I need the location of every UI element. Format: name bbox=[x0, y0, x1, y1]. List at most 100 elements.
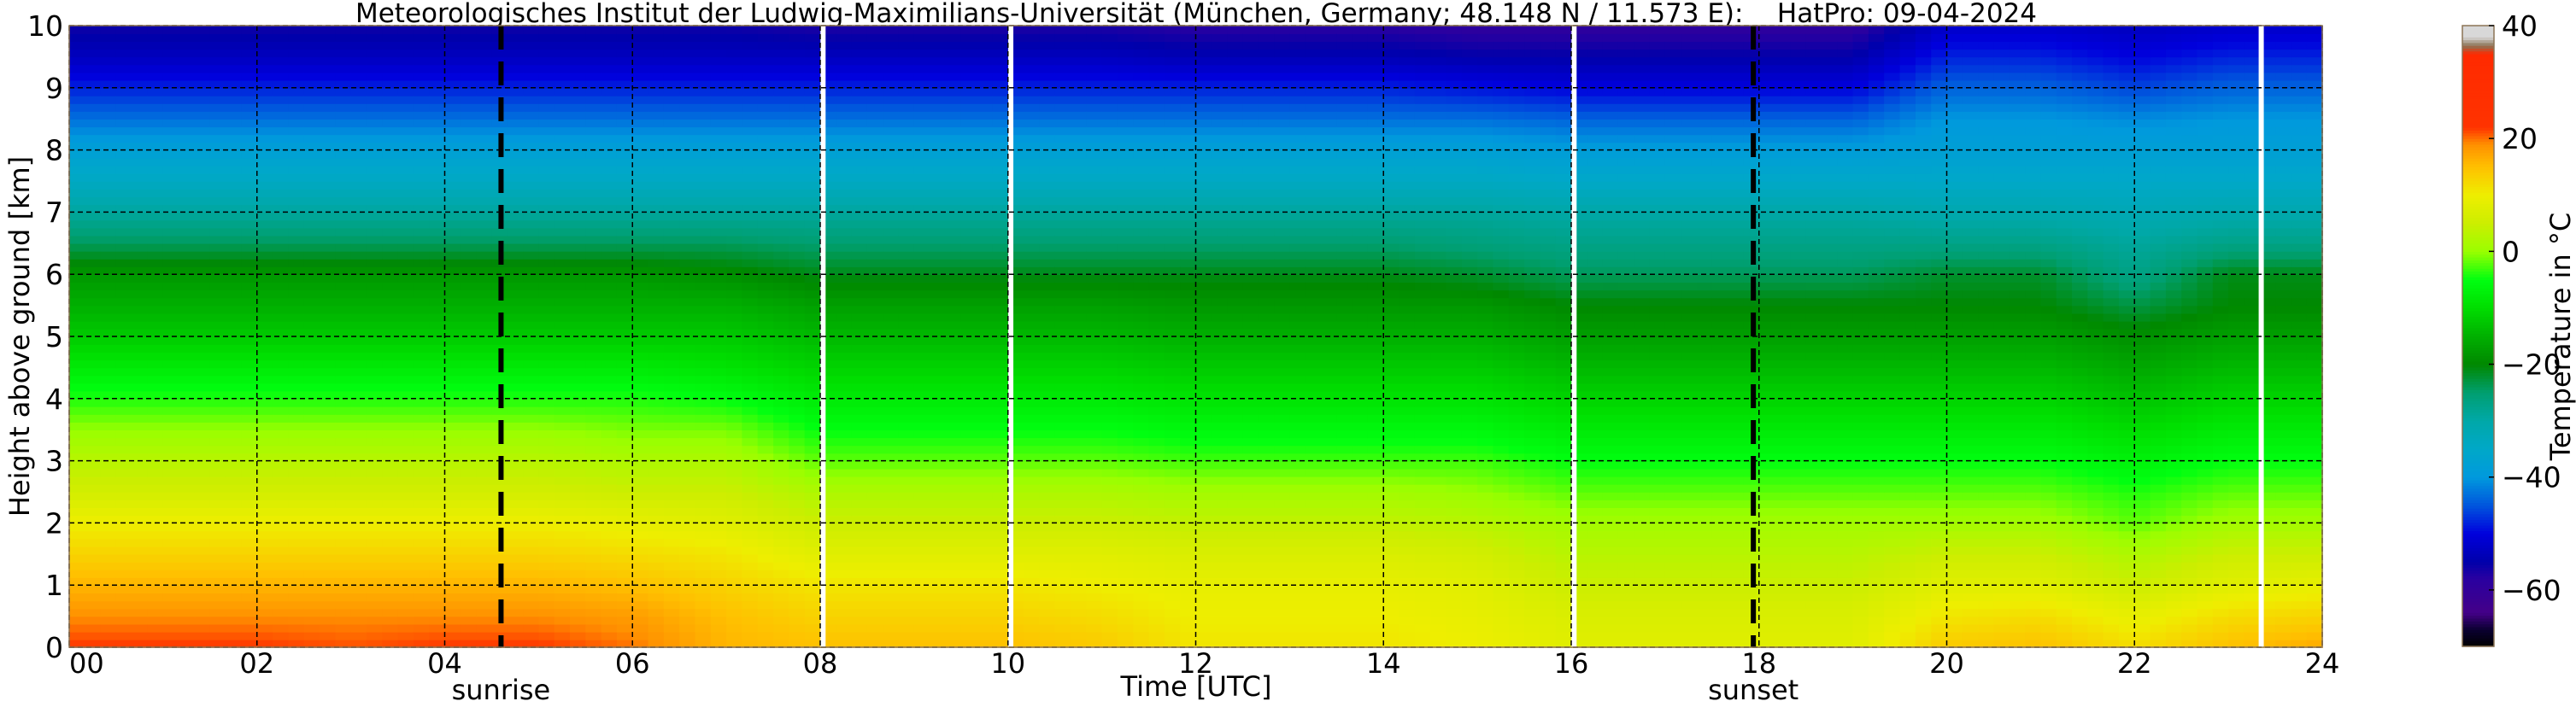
heatmap-cell bbox=[632, 460, 649, 470]
heatmap-cell bbox=[115, 593, 132, 602]
heatmap-cell bbox=[69, 103, 86, 112]
heatmap-cell bbox=[883, 352, 900, 361]
heatmap-cell bbox=[663, 492, 680, 500]
heatmap-cell bbox=[632, 336, 649, 345]
heatmap-cell bbox=[538, 126, 555, 136]
heatmap-cell bbox=[601, 149, 618, 159]
heatmap-cell bbox=[397, 453, 414, 462]
heatmap-cell bbox=[570, 72, 587, 81]
heatmap-cell bbox=[789, 492, 806, 500]
heatmap-cell bbox=[695, 172, 712, 182]
heatmap-cell bbox=[147, 196, 164, 206]
heatmap-cell bbox=[132, 460, 149, 470]
heatmap-cell bbox=[476, 570, 493, 578]
heatmap-cell bbox=[397, 546, 414, 555]
heatmap-cell bbox=[320, 149, 337, 159]
heatmap-cell bbox=[585, 414, 602, 423]
heatmap-cell bbox=[85, 305, 102, 314]
heatmap-cell bbox=[789, 600, 806, 610]
heatmap-cell bbox=[679, 561, 696, 570]
heatmap-cell bbox=[413, 282, 430, 291]
heatmap-cell bbox=[570, 49, 587, 58]
heatmap-cell bbox=[648, 49, 665, 58]
heatmap-cell bbox=[273, 266, 290, 275]
heatmap-cell bbox=[1086, 515, 1103, 524]
heatmap-cell bbox=[538, 639, 555, 648]
heatmap-cell bbox=[194, 165, 211, 174]
heatmap-cell bbox=[69, 492, 86, 500]
heatmap-cell bbox=[913, 375, 930, 384]
heatmap-cell bbox=[523, 414, 540, 423]
heatmap-cell bbox=[256, 390, 273, 400]
heatmap-cell bbox=[820, 282, 837, 291]
heatmap-cell bbox=[679, 352, 696, 361]
heatmap-cell bbox=[100, 492, 117, 500]
heatmap-cell bbox=[288, 282, 305, 291]
heatmap-cell bbox=[866, 523, 883, 532]
heatmap-cell bbox=[851, 585, 868, 594]
heatmap-cell bbox=[303, 344, 320, 353]
heatmap-cell bbox=[288, 305, 305, 314]
heatmap-cell bbox=[507, 593, 524, 602]
heatmap-cell bbox=[773, 79, 790, 89]
heatmap-cell bbox=[773, 64, 790, 73]
heatmap-cell bbox=[742, 437, 759, 447]
heatmap-cell bbox=[85, 414, 102, 423]
heatmap-cell bbox=[836, 570, 853, 578]
heatmap-cell bbox=[585, 460, 602, 470]
heatmap-cell bbox=[960, 259, 977, 267]
heatmap-cell bbox=[226, 530, 243, 540]
heatmap-cell bbox=[773, 523, 790, 532]
heatmap-cell bbox=[632, 165, 649, 174]
heatmap-cell bbox=[836, 344, 853, 353]
heatmap-cell bbox=[585, 600, 602, 610]
heatmap-cell bbox=[538, 313, 555, 322]
heatmap-cell bbox=[194, 445, 211, 454]
heatmap-cell bbox=[538, 172, 555, 182]
heatmap-cell bbox=[836, 305, 853, 314]
heatmap-cell bbox=[977, 328, 994, 337]
heatmap-cell bbox=[866, 103, 883, 112]
heatmap-cell bbox=[992, 103, 1009, 112]
heatmap-cell bbox=[570, 172, 587, 182]
heatmap-cell bbox=[601, 406, 618, 415]
heatmap-cell bbox=[366, 631, 383, 640]
heatmap-cell bbox=[147, 383, 164, 392]
heatmap-cell bbox=[523, 242, 540, 252]
heatmap-cell bbox=[804, 204, 821, 213]
heatmap-cell bbox=[335, 453, 352, 462]
heatmap-cell bbox=[742, 507, 759, 517]
heatmap-cell bbox=[523, 189, 540, 197]
heatmap-cell bbox=[913, 219, 930, 229]
heatmap-cell bbox=[898, 250, 915, 260]
heatmap-cell bbox=[570, 328, 587, 337]
heatmap-cell bbox=[1054, 593, 1071, 602]
heatmap-cell bbox=[132, 398, 149, 407]
heatmap-cell bbox=[866, 189, 883, 197]
heatmap-cell bbox=[710, 282, 727, 291]
heatmap-cell bbox=[256, 344, 273, 353]
heatmap-cell bbox=[444, 126, 461, 136]
heatmap-cell bbox=[226, 41, 243, 50]
heatmap-cell bbox=[789, 41, 806, 50]
heatmap-cell bbox=[898, 608, 915, 617]
heatmap-cell bbox=[523, 553, 540, 563]
heatmap-cell bbox=[866, 196, 883, 206]
heatmap-cell bbox=[366, 289, 383, 299]
heatmap-cell bbox=[132, 429, 149, 439]
heatmap-cell bbox=[241, 585, 258, 594]
heatmap-cell bbox=[179, 134, 196, 143]
heatmap-cell bbox=[930, 429, 947, 439]
heatmap-cell bbox=[115, 398, 132, 407]
heatmap-cell bbox=[992, 538, 1009, 547]
heatmap-cell bbox=[273, 468, 290, 477]
heatmap-cell bbox=[913, 126, 930, 136]
heatmap-cell bbox=[476, 375, 493, 384]
heatmap-cell bbox=[256, 320, 273, 330]
heatmap-cell bbox=[460, 500, 477, 508]
heatmap-cell bbox=[836, 235, 853, 244]
heatmap-cell bbox=[303, 181, 320, 190]
heatmap-cell bbox=[742, 375, 759, 384]
heatmap-cell bbox=[836, 250, 853, 260]
heatmap-cell bbox=[350, 492, 367, 500]
